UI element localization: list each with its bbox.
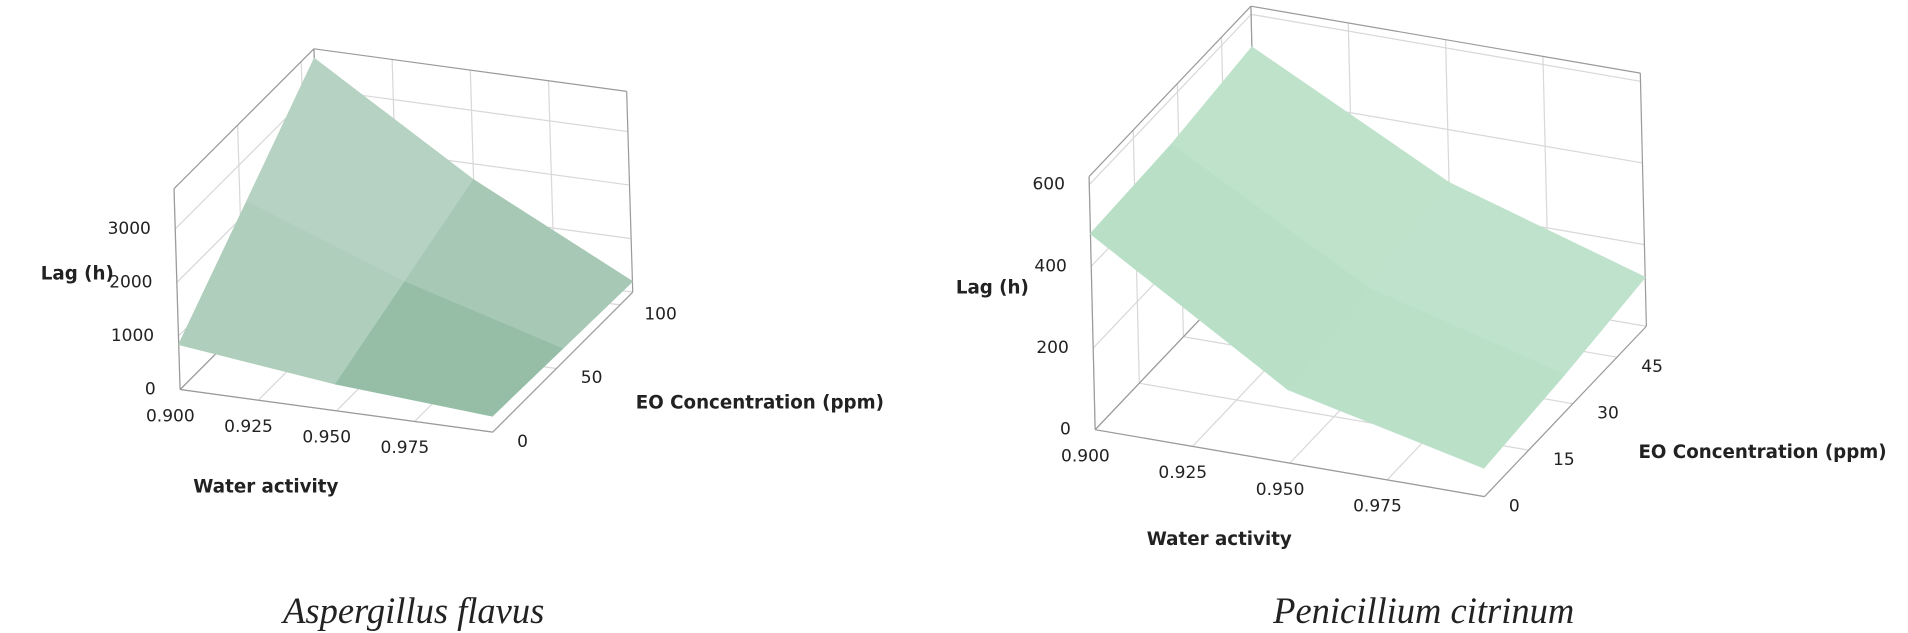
- x-axis-title: Water activity: [1147, 529, 1292, 550]
- grid-line: [1251, 13, 1641, 82]
- z-tick-label: 0: [145, 380, 156, 400]
- axis-edge: [313, 48, 627, 92]
- axis-edge: [1088, 176, 1096, 430]
- axis-edge: [492, 291, 634, 433]
- y-tick-label: 0: [517, 432, 528, 452]
- axis-edge: [1484, 325, 1647, 498]
- chart-caption: Aspergillus flavus: [281, 590, 544, 631]
- z-tick-label: 3000: [108, 219, 151, 239]
- x-tick-label: 0.900: [146, 406, 195, 426]
- y-tick-label: 50: [581, 368, 603, 388]
- z-tick-label: 1000: [111, 326, 154, 346]
- y-axis-title: EO Concentration (ppm): [636, 393, 884, 414]
- x-tick-label: 0.925: [224, 417, 273, 437]
- chart-caption: Penicillium citrinum: [1272, 590, 1574, 631]
- y-tick-label: 15: [1553, 450, 1575, 470]
- y-tick-label: 100: [644, 305, 676, 325]
- surface-cell: [1287, 287, 1566, 469]
- y-axis-title: EO Concentration (ppm): [1638, 442, 1886, 463]
- y-tick-label: 30: [1597, 403, 1619, 423]
- grid-line: [1088, 13, 1252, 186]
- z-tick-label: 200: [1036, 338, 1068, 358]
- z-axis-title: Lag (h): [41, 264, 114, 285]
- x-axis-title: Water activity: [193, 476, 338, 497]
- z-axis-title: Lag (h): [956, 278, 1029, 299]
- surface-cell: [334, 281, 564, 417]
- x-tick-label: 0.950: [1256, 480, 1305, 500]
- z-tick-label: 0: [1060, 420, 1071, 440]
- axis-edge: [173, 188, 181, 390]
- z-tick-label: 2000: [109, 272, 152, 292]
- grid-line: [315, 88, 628, 133]
- axis-edge: [1088, 5, 1252, 177]
- z-tick-label: 600: [1032, 175, 1064, 195]
- axis-edge: [173, 48, 315, 190]
- y-tick-label: 45: [1641, 357, 1663, 377]
- x-tick-label: 0.950: [302, 428, 351, 448]
- x-tick-label: 0.925: [1158, 463, 1207, 483]
- x-tick-label: 0.900: [1061, 446, 1110, 466]
- axis-edge: [1250, 5, 1641, 74]
- x-tick-label: 0.975: [1353, 497, 1402, 517]
- axis-edge: [180, 388, 493, 433]
- axis-edge: [1639, 73, 1647, 327]
- axis-edge: [626, 91, 634, 293]
- z-tick-label: 400: [1034, 256, 1066, 276]
- y-tick-label: 0: [1509, 496, 1520, 516]
- axis-edge: [1095, 429, 1485, 498]
- x-tick-label: 0.975: [381, 438, 430, 458]
